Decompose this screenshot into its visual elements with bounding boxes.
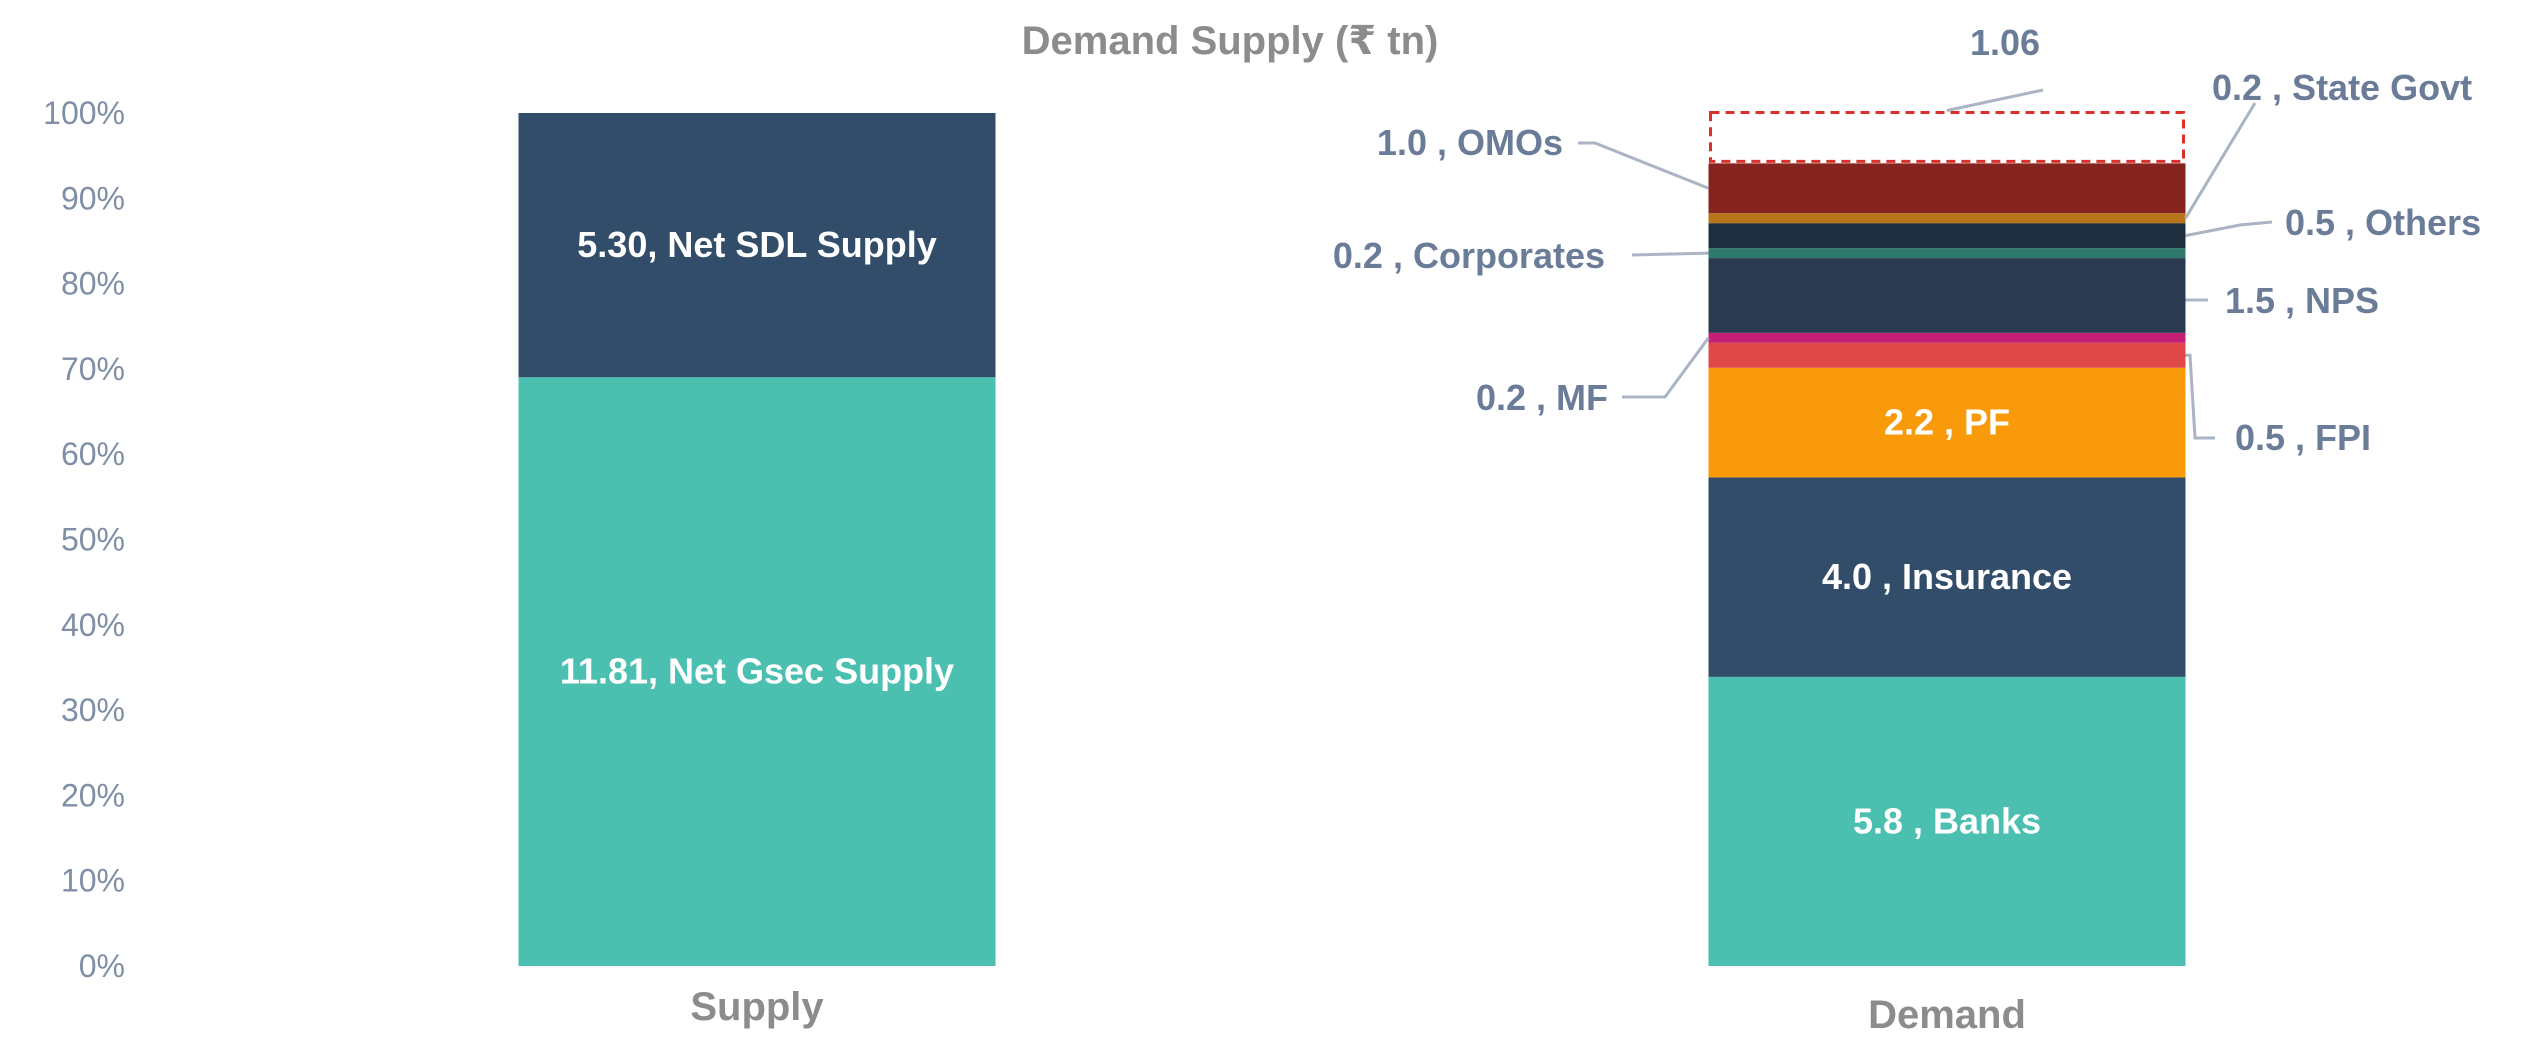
data-label-pf: 2.2 , PF — [1884, 402, 2010, 443]
data-label-gap: 1.06 — [1970, 22, 2040, 63]
y-tick-label: 40% — [61, 607, 125, 643]
bar-segment-fpi — [1708, 342, 2186, 368]
chart-title: Demand Supply (₹ tn) — [1022, 19, 1439, 63]
y-tick-label: 90% — [61, 180, 125, 216]
bar-segment-gap — [1709, 111, 2185, 163]
y-tick-label: 30% — [61, 692, 125, 728]
y-tick-label: 50% — [61, 522, 125, 558]
bar-segment-corporates — [1708, 248, 2186, 259]
y-tick-label: 80% — [61, 266, 125, 302]
bar-segment-nps — [1708, 258, 2186, 333]
x-category-label: Demand — [1868, 993, 2026, 1037]
y-tick-label: 0% — [79, 948, 125, 984]
bar-segment-mf — [1708, 332, 2186, 343]
bar-segment-net-sdl-supply — [518, 113, 996, 378]
y-tick-label: 60% — [61, 436, 125, 472]
y-tick-label: 10% — [61, 863, 125, 899]
y-tick-label: 70% — [61, 351, 125, 387]
y-tick-label: 100% — [43, 95, 125, 131]
bar-segment-others — [1708, 223, 2186, 249]
data-label-insurance: 4.0 , Insurance — [1822, 556, 2072, 597]
data-labels: 11.81, Net Gsec Supply 5.30, Net SDL Supp… — [560, 22, 2481, 841]
leader-lines — [1578, 88, 2273, 440]
leader-line — [1946, 88, 2044, 112]
data-label-corporates: 0.2 , Corporates — [1333, 235, 1605, 276]
data-label-net-gsec-supply: 11.81, Net Gsec Supply — [560, 651, 954, 692]
data-label-net-sdl-supply: 5.30, Net SDL Supply — [577, 224, 936, 265]
x-category-label: Supply — [690, 985, 824, 1029]
data-label-mf: 0.2 , MF — [1476, 377, 1608, 418]
data-label-state-govt: 0.2 , State Govt — [2212, 67, 2472, 108]
leader-line — [2185, 220, 2273, 238]
leader-line — [1622, 336, 1710, 399]
y-tick-label: 20% — [61, 777, 125, 813]
bar-segment-insurance — [1708, 477, 2186, 677]
bar-segment-omos — [1708, 163, 2186, 214]
leader-line — [1578, 141, 1710, 190]
x-axis: Supply Demand — [690, 985, 2026, 1037]
bars — [518, 111, 2186, 966]
bar-segment-pf — [1708, 367, 2186, 478]
data-label-omos: 1.0 , OMOs — [1377, 122, 1563, 163]
bar-segment-banks — [1708, 676, 2186, 966]
y-axis: 0% 10% 20% 30% 40% 50% 60% 70% 80% 90% 100% — [43, 95, 125, 984]
data-label-others: 0.5 , Others — [2285, 202, 2481, 243]
data-label-banks: 5.8 , Banks — [1853, 800, 2041, 841]
bar-segment-net-gsec-supply — [518, 377, 996, 966]
bar-segment-state-govt — [1708, 213, 2186, 224]
leader-line — [2184, 102, 2257, 219]
data-label-fpi: 0.5 , FPI — [2235, 417, 2371, 458]
leader-line — [1631, 251, 1709, 257]
data-label-nps: 1.5 , NPS — [2225, 280, 2379, 321]
leader-line — [2185, 353, 2215, 440]
